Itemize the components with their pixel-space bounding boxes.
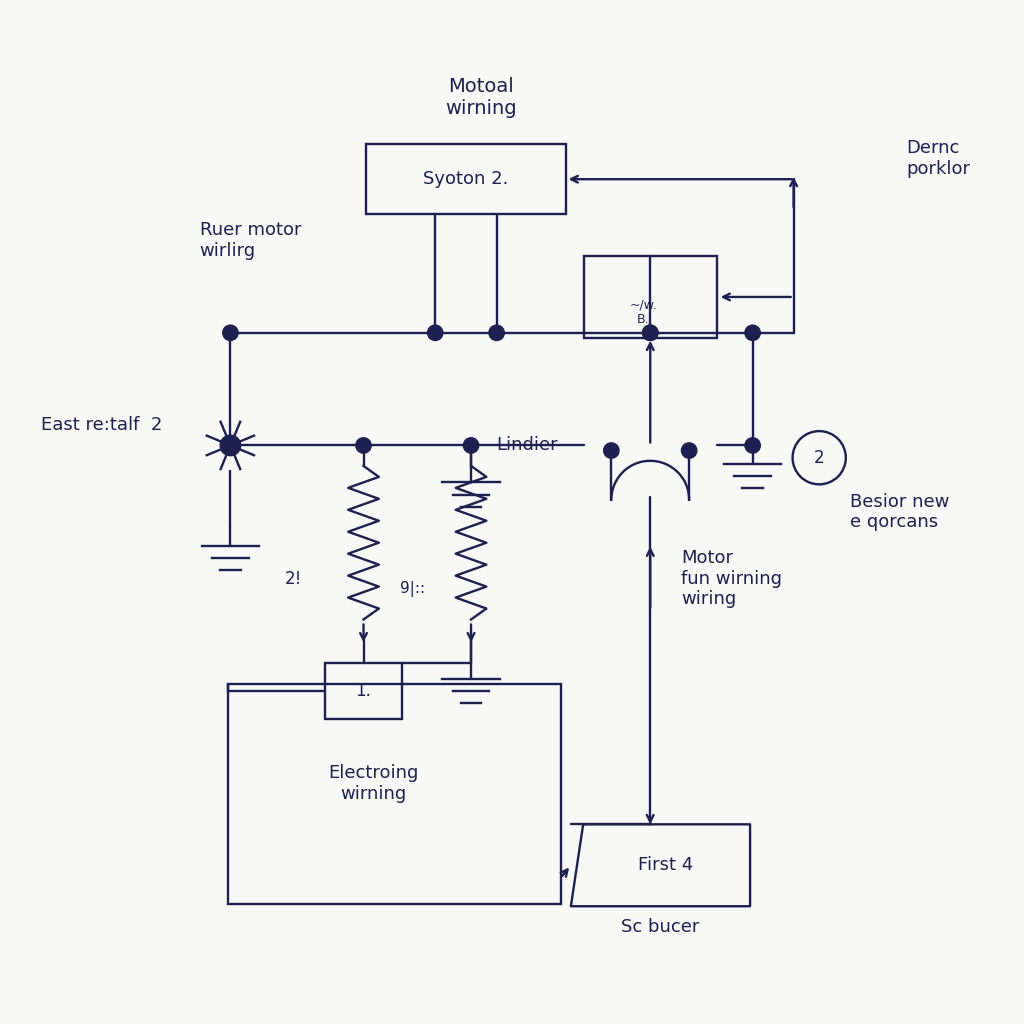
Text: 2: 2 <box>814 449 824 467</box>
Text: 2!: 2! <box>285 569 302 588</box>
Circle shape <box>428 326 443 340</box>
Circle shape <box>604 443 618 459</box>
Circle shape <box>745 438 760 453</box>
Text: Sc bucer: Sc bucer <box>622 918 699 936</box>
Text: 9|::: 9|:: <box>399 581 425 597</box>
Bar <box>326 664 401 719</box>
Text: East re:talf  2: East re:talf 2 <box>41 416 163 434</box>
Circle shape <box>643 326 657 340</box>
Text: ~/w.
B.: ~/w. B. <box>629 298 657 327</box>
Circle shape <box>643 326 657 340</box>
Text: Motoal
wirning: Motoal wirning <box>445 77 517 118</box>
Circle shape <box>356 438 372 453</box>
Circle shape <box>745 326 760 340</box>
Circle shape <box>223 326 238 340</box>
Text: Electroing
wirning: Electroing wirning <box>329 764 419 803</box>
Circle shape <box>682 443 696 459</box>
Text: Motor
fun wirning
wiring: Motor fun wirning wiring <box>681 549 782 608</box>
Text: Ruer motor
wirlirg: Ruer motor wirlirg <box>200 221 301 260</box>
Circle shape <box>463 438 479 453</box>
Circle shape <box>220 435 241 456</box>
Text: First 4: First 4 <box>638 856 693 874</box>
Text: Lindier: Lindier <box>497 436 558 455</box>
Text: Dernc
porklor: Dernc porklor <box>906 139 971 178</box>
Bar <box>367 144 565 214</box>
Text: Syoton 2.: Syoton 2. <box>423 170 509 188</box>
Text: Besior new
e qorcans: Besior new e qorcans <box>850 493 949 531</box>
Circle shape <box>223 438 238 453</box>
Bar <box>584 256 717 338</box>
Bar <box>227 684 561 903</box>
Text: 1.: 1. <box>355 682 372 700</box>
Circle shape <box>489 326 504 340</box>
